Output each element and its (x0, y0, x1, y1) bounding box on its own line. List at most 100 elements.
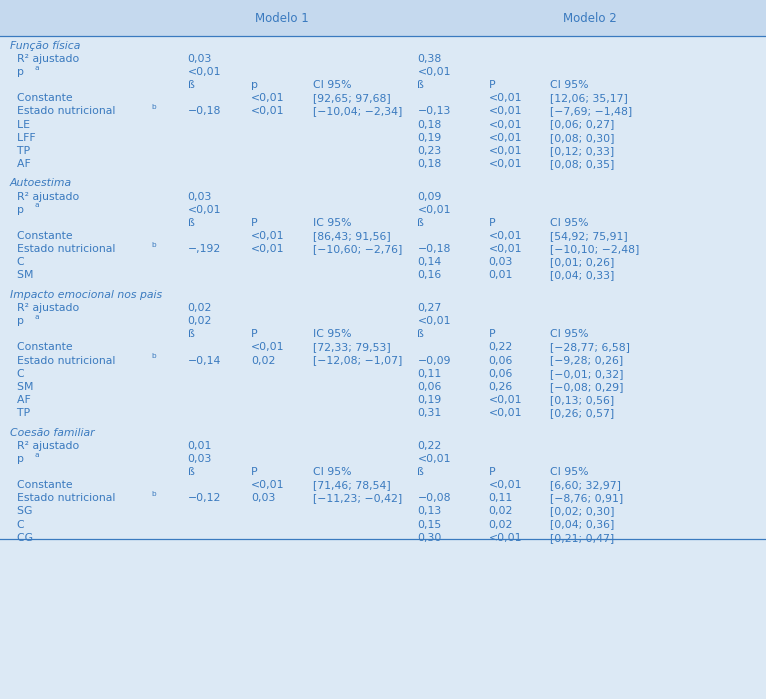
Text: Constante: Constante (10, 231, 73, 241)
Text: b: b (152, 491, 156, 497)
Text: ß: ß (188, 218, 195, 228)
Text: [12,06; 35,17]: [12,06; 35,17] (550, 93, 628, 103)
Text: ß: ß (188, 467, 195, 477)
Text: [−0,01; 0,32]: [−0,01; 0,32] (550, 368, 624, 379)
Text: P: P (251, 218, 258, 228)
Text: 0,26: 0,26 (489, 382, 513, 392)
Text: ß: ß (417, 80, 424, 90)
Text: CI 95%: CI 95% (313, 467, 351, 477)
Text: Coesão familiar: Coesão familiar (10, 428, 94, 438)
Text: [0,02; 0,30]: [0,02; 0,30] (550, 506, 614, 517)
Text: <0,01: <0,01 (489, 480, 522, 490)
Text: p: p (10, 454, 24, 464)
Text: 0,03: 0,03 (188, 54, 212, 64)
Text: Autoestima: Autoestima (10, 178, 72, 189)
Text: 0,03: 0,03 (188, 454, 212, 464)
Text: p: p (10, 316, 24, 326)
Text: <0,01: <0,01 (489, 533, 522, 542)
Text: [−11,23; −0,42]: [−11,23; −0,42] (313, 493, 402, 503)
Text: <0,01: <0,01 (417, 454, 451, 464)
Text: Estado nutricional: Estado nutricional (10, 356, 116, 366)
Text: b: b (152, 104, 156, 110)
Text: Constante: Constante (10, 343, 73, 352)
Text: −0,08: −0,08 (417, 493, 451, 503)
Text: 0,03: 0,03 (251, 493, 276, 503)
Text: 0,38: 0,38 (417, 54, 442, 64)
Text: [86,43; 91,56]: [86,43; 91,56] (313, 231, 391, 241)
Text: P: P (489, 329, 496, 339)
Text: −0,14: −0,14 (188, 356, 221, 366)
Text: 0,01: 0,01 (489, 271, 513, 280)
Text: 0,03: 0,03 (489, 257, 513, 267)
Text: <0,01: <0,01 (489, 106, 522, 117)
Text: <0,01: <0,01 (489, 133, 522, 143)
Text: 0,06: 0,06 (417, 382, 442, 392)
Text: <0,01: <0,01 (489, 146, 522, 156)
Text: R² ajustado: R² ajustado (10, 192, 79, 201)
Text: p: p (10, 205, 24, 215)
Text: LFF: LFF (10, 133, 35, 143)
Text: [6,60; 32,97]: [6,60; 32,97] (550, 480, 621, 490)
Text: 0,30: 0,30 (417, 533, 442, 542)
Text: 0,18: 0,18 (417, 159, 442, 169)
Text: ß: ß (188, 329, 195, 339)
Text: [0,21; 0,47]: [0,21; 0,47] (550, 533, 614, 542)
Text: TP: TP (10, 146, 30, 156)
Text: Modelo 2: Modelo 2 (563, 12, 617, 24)
Text: [72,33; 79,53]: [72,33; 79,53] (313, 343, 391, 352)
Text: b: b (152, 242, 156, 248)
Text: a: a (34, 65, 39, 71)
Text: ß: ß (417, 329, 424, 339)
Text: 0,16: 0,16 (417, 271, 442, 280)
Text: 0,02: 0,02 (188, 303, 212, 313)
Text: ß: ß (417, 467, 424, 477)
Text: R² ajustado: R² ajustado (10, 54, 79, 64)
Text: <0,01: <0,01 (489, 120, 522, 129)
Text: Função física: Função física (10, 41, 80, 51)
Text: 0,11: 0,11 (489, 493, 513, 503)
Text: <0,01: <0,01 (417, 316, 451, 326)
Text: 0,19: 0,19 (417, 133, 442, 143)
Text: AF: AF (10, 159, 31, 169)
Text: 0,18: 0,18 (417, 120, 442, 129)
Text: 0,23: 0,23 (417, 146, 442, 156)
Text: <0,01: <0,01 (251, 106, 285, 117)
Text: −0,09: −0,09 (417, 356, 451, 366)
Text: [0,04; 0,36]: [0,04; 0,36] (550, 519, 614, 530)
Text: a: a (34, 452, 39, 458)
Text: IC 95%: IC 95% (313, 218, 351, 228)
Text: 0,02: 0,02 (188, 316, 212, 326)
Text: [0,08; 0,35]: [0,08; 0,35] (550, 159, 614, 169)
Text: 0,02: 0,02 (489, 506, 513, 517)
Text: −0,12: −0,12 (188, 493, 221, 503)
Text: [−7,69; −1,48]: [−7,69; −1,48] (550, 106, 632, 117)
Text: LE: LE (10, 120, 30, 129)
Text: [0,08; 0,30]: [0,08; 0,30] (550, 133, 614, 143)
Text: 0,22: 0,22 (489, 343, 513, 352)
Text: <0,01: <0,01 (188, 67, 221, 77)
Text: 0,14: 0,14 (417, 257, 442, 267)
Text: <0,01: <0,01 (489, 395, 522, 405)
Text: SG: SG (10, 506, 32, 517)
Text: [−12,08; −1,07]: [−12,08; −1,07] (313, 356, 402, 366)
Text: 0,27: 0,27 (417, 303, 442, 313)
Text: 0,02: 0,02 (489, 519, 513, 530)
Text: CI 95%: CI 95% (550, 80, 588, 90)
Text: 0,31: 0,31 (417, 408, 442, 418)
Text: −0,18: −0,18 (417, 244, 451, 254)
Text: Estado nutricional: Estado nutricional (10, 106, 116, 117)
Text: P: P (489, 80, 496, 90)
Text: SM: SM (10, 382, 34, 392)
Text: CI 95%: CI 95% (550, 467, 588, 477)
Text: p: p (10, 67, 24, 77)
Text: <0,01: <0,01 (489, 159, 522, 169)
Text: 0,22: 0,22 (417, 440, 442, 451)
Text: 0,19: 0,19 (417, 395, 442, 405)
Text: 0,03: 0,03 (188, 192, 212, 201)
Text: <0,01: <0,01 (417, 67, 451, 77)
Text: a: a (34, 314, 39, 320)
Text: P: P (251, 329, 258, 339)
Text: [−28,77; 6,58]: [−28,77; 6,58] (550, 343, 630, 352)
Text: [0,13; 0,56]: [0,13; 0,56] (550, 395, 614, 405)
Text: 0,15: 0,15 (417, 519, 442, 530)
